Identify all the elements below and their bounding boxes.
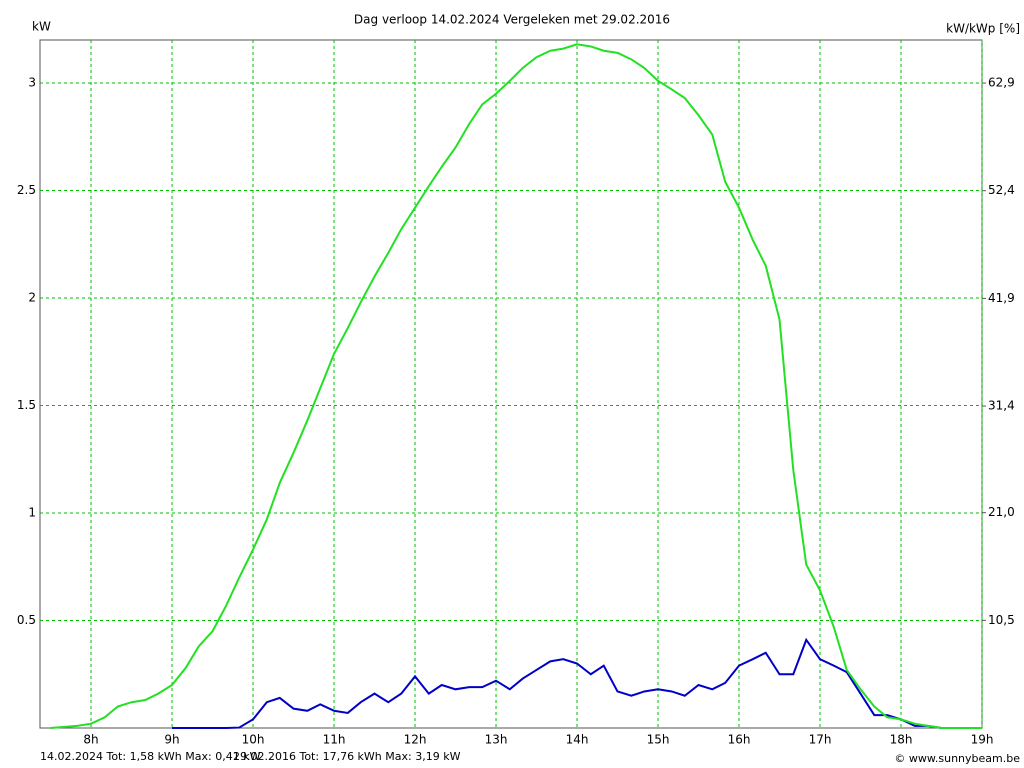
x-tick-label: 10h xyxy=(242,733,265,747)
y-tick-label: 1.5 xyxy=(17,398,36,412)
x-tick-label: 18h xyxy=(890,733,913,747)
x-tick-label: 17h xyxy=(809,733,832,747)
chart-title: Dag verloop 14.02.2024 Vergeleken met 29… xyxy=(354,13,670,27)
data-line xyxy=(50,43,982,729)
x-tick-label: 8h xyxy=(83,733,98,747)
data-line xyxy=(172,637,982,729)
y-tick-label: 3 xyxy=(28,76,36,90)
y2-tick-label: 31,4 xyxy=(988,399,1015,413)
x-tick-label: 12h xyxy=(404,733,427,747)
legend-entry: 14.02.2024 Tot: 1,58 kWh Max: 0,41 kW xyxy=(40,750,261,763)
x-tick-label: 14h xyxy=(566,733,589,747)
y-tick-label: 1 xyxy=(28,506,36,520)
x-tick-label: 9h xyxy=(164,733,179,747)
y2-tick-label: 41,9 xyxy=(988,291,1015,305)
y-axis-label: kW xyxy=(32,20,51,34)
y-tick-label: 0.5 xyxy=(17,613,36,627)
legend-entry: 29.02.2016 Tot: 17,76 kWh Max: 3,19 kW xyxy=(233,750,461,763)
y-tick-label: 2 xyxy=(28,291,36,305)
copyright: © www.sunnybeam.be xyxy=(894,752,1020,765)
x-tick-label: 15h xyxy=(647,733,670,747)
y2-tick-label: 10,5 xyxy=(988,613,1015,627)
y2-tick-label: 21,0 xyxy=(988,505,1015,519)
x-tick-label: 16h xyxy=(728,733,751,747)
y-tick-label: 2.5 xyxy=(17,183,36,197)
y2-axis-label: kW/kWp [%] xyxy=(946,22,1020,36)
y2-tick-label: 52,4 xyxy=(988,183,1015,197)
x-tick-label: 13h xyxy=(485,733,508,747)
x-tick-label: 11h xyxy=(323,733,346,747)
x-tick-label: 19h xyxy=(971,733,994,747)
y2-tick-label: 62,9 xyxy=(988,76,1015,90)
